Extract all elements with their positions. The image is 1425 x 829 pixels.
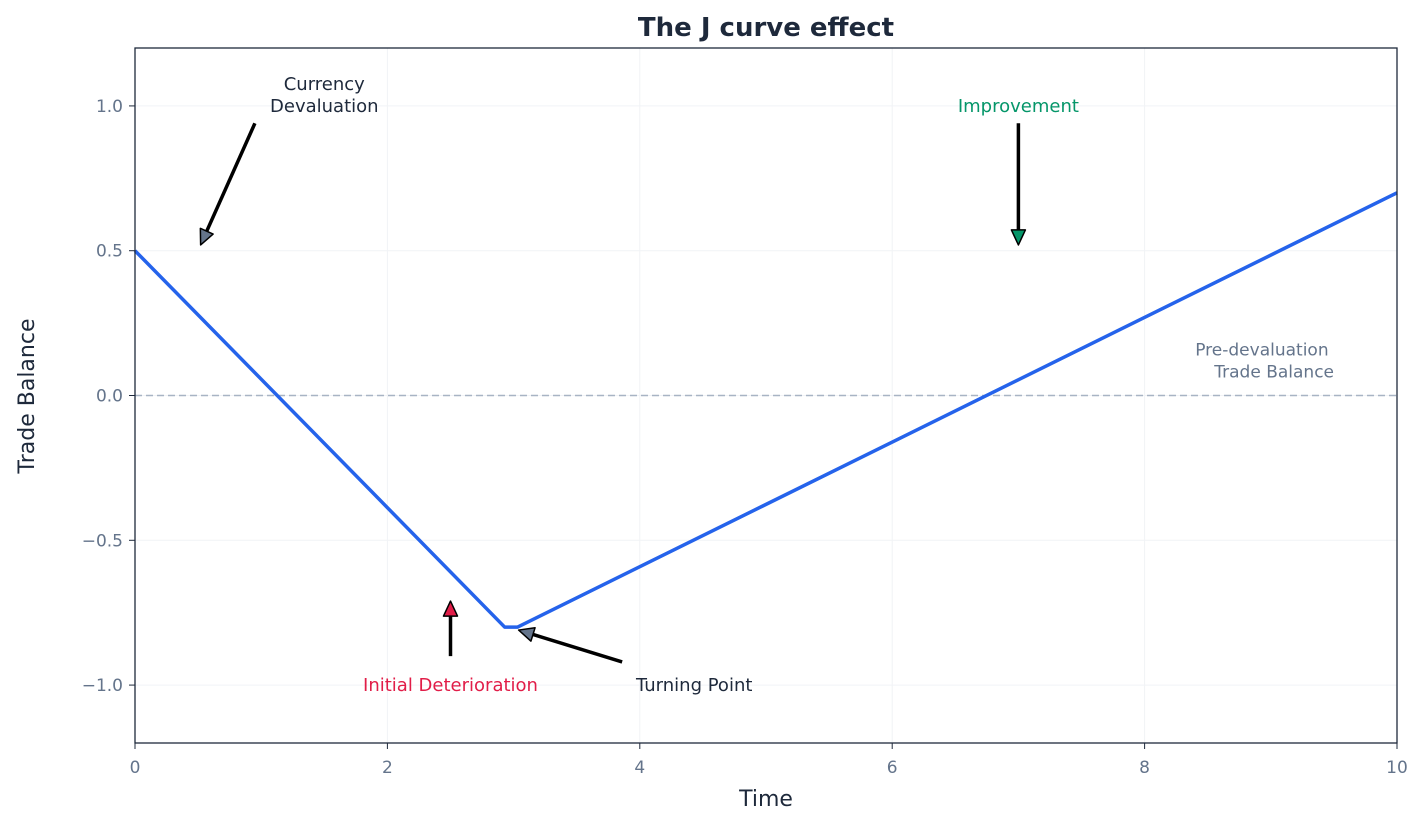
series-layer [133,191,1398,629]
x-tick-label: 4 [634,758,645,778]
annotation-text: Initial Deterioration [363,675,538,696]
ticks: 0 2 4 6 8 10 1.0 0.5 0.0 −0.5 −1.0 [82,97,1408,778]
reference-line-label: Pre-devaluation Trade Balance [1195,341,1334,383]
reference-line-label-1: Pre-devaluation [1195,341,1328,361]
y-axis-label: Trade Balance [15,319,40,475]
annotation-arrow-head [1010,229,1027,246]
annotation-arrow-head [199,227,214,246]
y-tick-label: 1.0 [96,97,123,117]
y-tick-label: 0.5 [96,242,123,262]
x-tick-label: 10 [1386,758,1408,778]
annotation-text: Improvement [958,96,1079,117]
x-tick-label: 0 [130,758,141,778]
annotation: Turning Point [517,627,752,696]
x-tick-label: 2 [382,758,393,778]
reference-line-label-2: Trade Balance [1213,363,1334,383]
x-tick-label: 8 [1139,758,1150,778]
y-tick-label: 0.0 [96,387,123,407]
annotation-text: Currency [284,74,365,95]
x-axis-label: Time [738,787,793,812]
annotation-arrow-head [442,600,459,617]
y-tick-label: −0.5 [82,531,123,551]
annotation-arrow-shaft [532,632,623,664]
annotation-text: Devaluation [270,96,379,117]
y-tick-label: −1.0 [82,676,123,696]
x-tick-label: 6 [887,758,898,778]
series-line [133,191,1398,629]
annotation: Improvement [958,96,1079,246]
annotation-text: Turning Point [635,675,752,696]
annotation-arrow-head [517,627,536,642]
annotation: Initial Deterioration [363,600,538,696]
chart-title: The J curve effect [638,13,894,43]
annotation-arrow-shaft [205,122,257,232]
